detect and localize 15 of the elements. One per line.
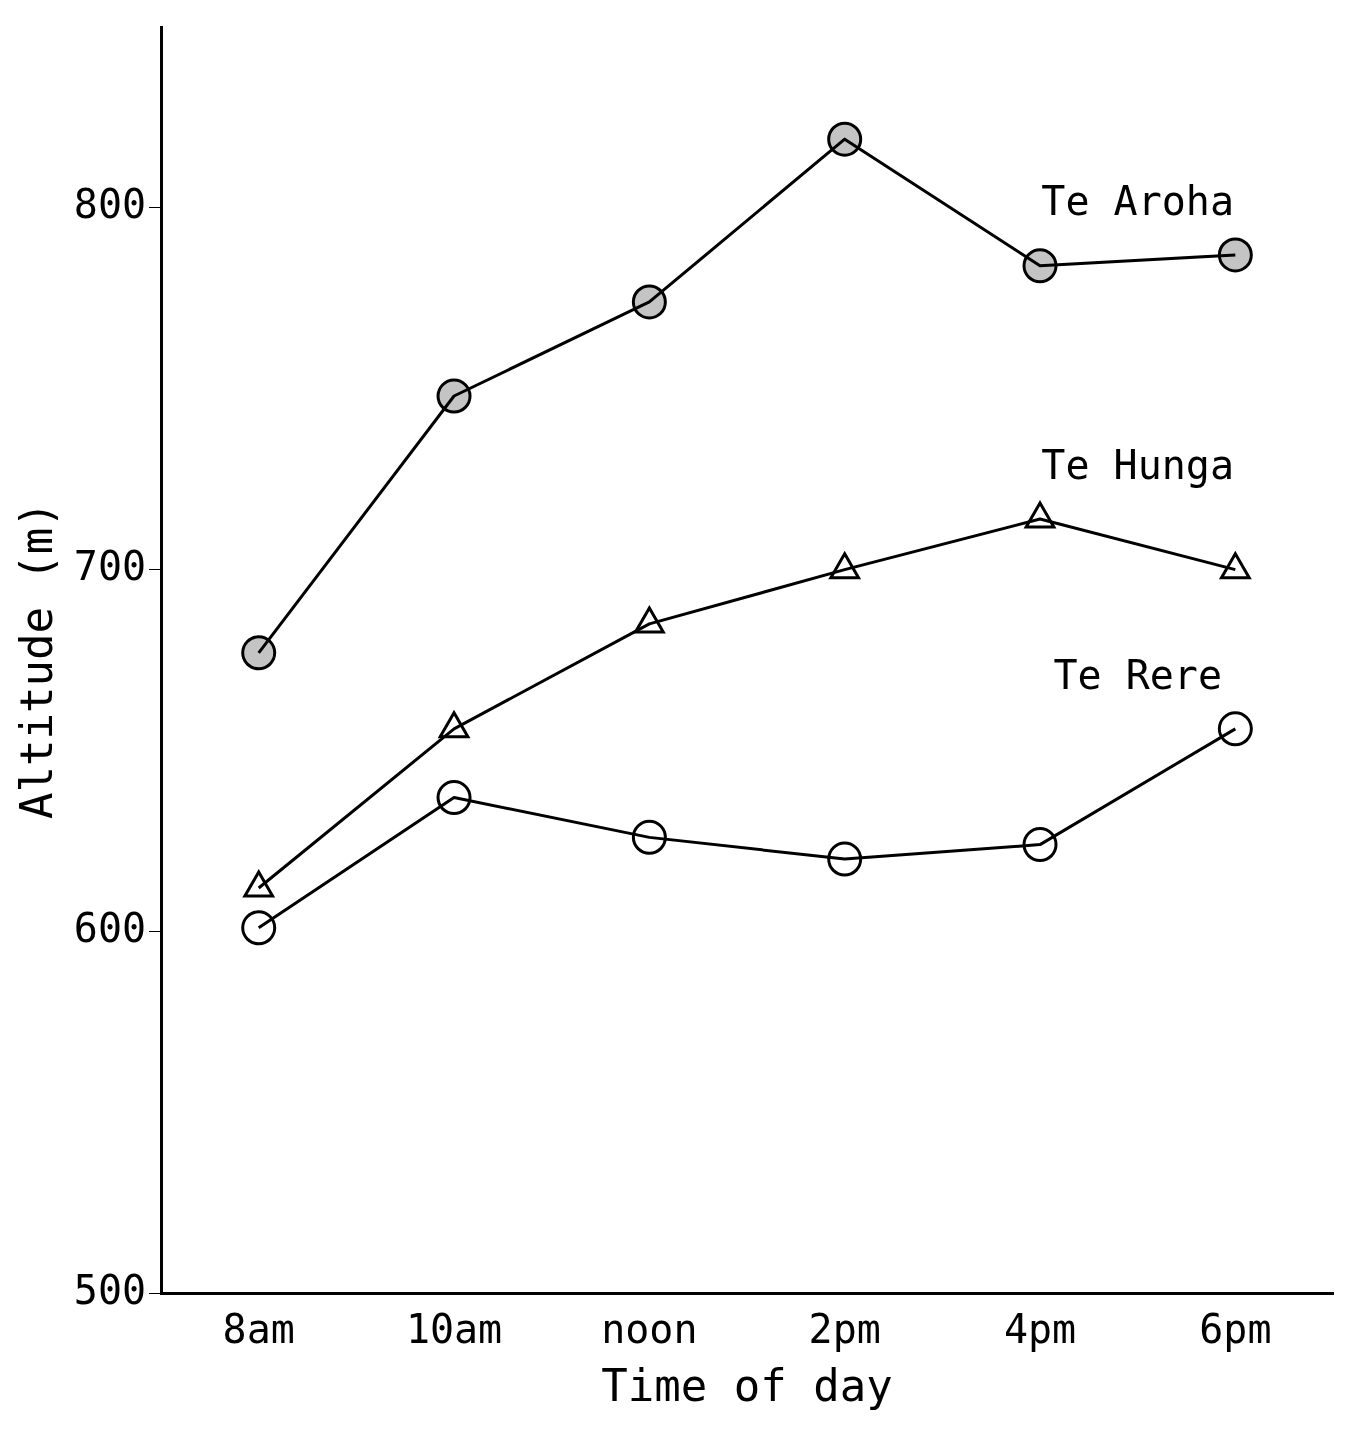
x-tick-label: 6pm	[1199, 1305, 1272, 1352]
x-axis-title: Time of day	[601, 1360, 893, 1412]
x-tick-label: 2pm	[808, 1305, 881, 1352]
x-tick-label: 4pm	[1003, 1305, 1077, 1352]
y-tick-label: 600	[73, 904, 147, 951]
y-tick-label: 800	[73, 181, 147, 228]
x-tick-label: 8am	[222, 1305, 295, 1352]
x-tick-label: noon	[601, 1305, 698, 1352]
series-label: Te Hunga	[1041, 442, 1234, 489]
series-label: Te Aroha	[1041, 178, 1234, 225]
y-axis-title: Altitude (m)	[10, 501, 62, 820]
y-tick-label: 700	[73, 543, 147, 590]
y-tick-label: 500	[73, 1266, 147, 1313]
x-tick-label: 10am	[405, 1305, 503, 1352]
series-label: Te Rere	[1053, 652, 1222, 699]
